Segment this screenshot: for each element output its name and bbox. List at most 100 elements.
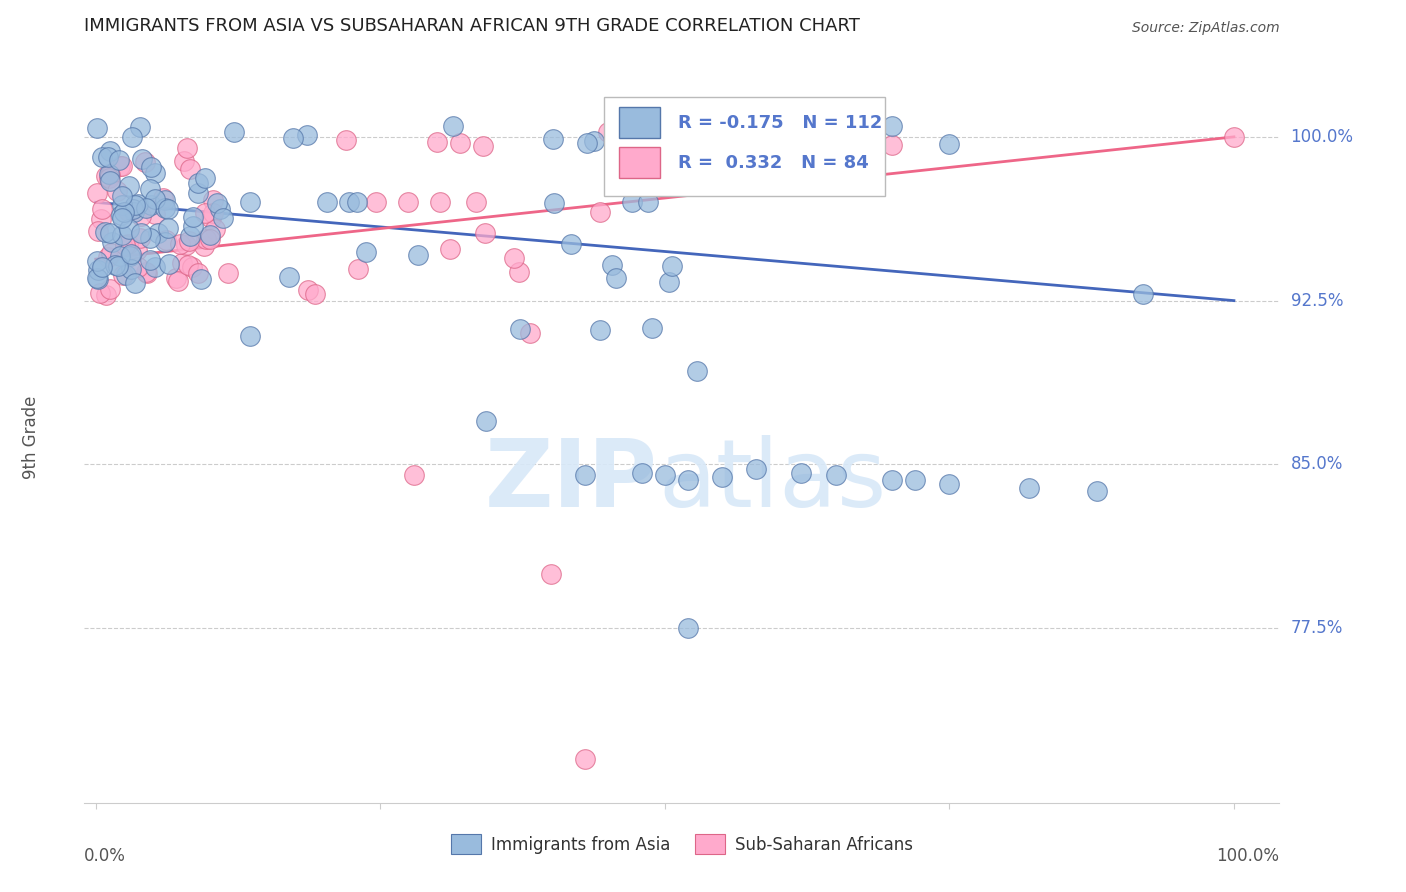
Point xyxy=(105,184,128,198)
Point xyxy=(605,271,627,285)
Point xyxy=(89,286,111,301)
Text: 77.5%: 77.5% xyxy=(1291,619,1343,637)
Point xyxy=(98,174,121,188)
Point xyxy=(202,193,225,207)
Point xyxy=(576,136,599,151)
Point xyxy=(205,196,228,211)
Point xyxy=(676,473,699,487)
Point xyxy=(86,186,108,200)
Point xyxy=(658,275,681,289)
Point xyxy=(143,260,166,274)
Point xyxy=(111,227,134,242)
Text: 9th Grade: 9th Grade xyxy=(21,395,39,479)
Point xyxy=(91,202,114,216)
Point xyxy=(464,195,486,210)
Point xyxy=(157,257,180,271)
Point xyxy=(122,205,145,219)
Point xyxy=(98,168,121,182)
Point xyxy=(600,258,623,272)
Point xyxy=(111,211,134,225)
Point xyxy=(155,234,177,248)
Point xyxy=(654,122,676,136)
Point xyxy=(135,201,157,215)
Point xyxy=(508,265,530,279)
Point xyxy=(1018,482,1040,496)
Point xyxy=(104,258,127,272)
Point xyxy=(181,260,204,274)
Point xyxy=(135,265,157,279)
Point xyxy=(596,125,619,139)
Point xyxy=(117,236,139,251)
Point xyxy=(574,752,596,766)
Point xyxy=(136,266,159,280)
Point xyxy=(631,466,654,480)
Point xyxy=(449,136,471,150)
Point xyxy=(824,468,846,483)
Point xyxy=(676,621,699,635)
Point xyxy=(94,169,117,183)
Point xyxy=(143,207,166,221)
Point xyxy=(120,249,142,263)
Point xyxy=(503,251,526,265)
Point xyxy=(637,195,659,210)
Point xyxy=(139,160,162,174)
Text: 0.0%: 0.0% xyxy=(84,847,127,864)
Point xyxy=(346,195,368,210)
Point xyxy=(426,135,449,149)
Point xyxy=(112,268,135,283)
Point xyxy=(366,195,388,210)
Point xyxy=(768,119,790,133)
Point xyxy=(153,201,176,215)
Point xyxy=(187,266,209,280)
Point xyxy=(194,170,217,185)
Point xyxy=(768,125,790,139)
FancyBboxPatch shape xyxy=(619,147,661,178)
Point xyxy=(187,176,209,190)
Text: 85.0%: 85.0% xyxy=(1291,456,1343,474)
Point xyxy=(177,235,200,249)
Point xyxy=(124,276,146,290)
Point xyxy=(354,244,377,259)
Point xyxy=(121,129,143,144)
Point xyxy=(540,566,562,581)
Point xyxy=(111,159,134,173)
Point xyxy=(278,269,301,284)
Point xyxy=(574,468,596,483)
Point xyxy=(194,205,217,219)
Point xyxy=(882,473,904,487)
Point xyxy=(120,262,142,277)
Point xyxy=(165,270,187,285)
Point xyxy=(86,270,108,285)
Point xyxy=(710,470,733,484)
Point xyxy=(98,171,121,186)
Text: 92.5%: 92.5% xyxy=(1291,292,1343,310)
Point xyxy=(297,283,319,297)
Point xyxy=(127,196,149,211)
Point xyxy=(101,235,124,249)
Point xyxy=(620,195,643,210)
Point xyxy=(90,211,112,226)
Point xyxy=(474,226,496,240)
Point xyxy=(98,226,121,240)
Point xyxy=(560,237,582,252)
Point xyxy=(87,262,110,277)
Point xyxy=(824,129,846,144)
Point xyxy=(86,253,108,268)
Text: ZIP: ZIP xyxy=(485,435,658,527)
Text: Source: ZipAtlas.com: Source: ZipAtlas.com xyxy=(1132,21,1279,35)
Point xyxy=(710,135,733,149)
Point xyxy=(335,132,357,146)
Point xyxy=(120,247,142,261)
Point xyxy=(86,272,108,286)
Point xyxy=(127,260,149,275)
Point xyxy=(129,226,152,240)
Point xyxy=(172,256,194,270)
Point xyxy=(118,222,141,236)
Point xyxy=(1132,287,1154,301)
Point xyxy=(125,244,148,258)
Point xyxy=(187,186,209,200)
Point xyxy=(347,262,370,277)
Point xyxy=(204,222,226,236)
Point xyxy=(1085,483,1108,498)
Point xyxy=(173,153,195,168)
